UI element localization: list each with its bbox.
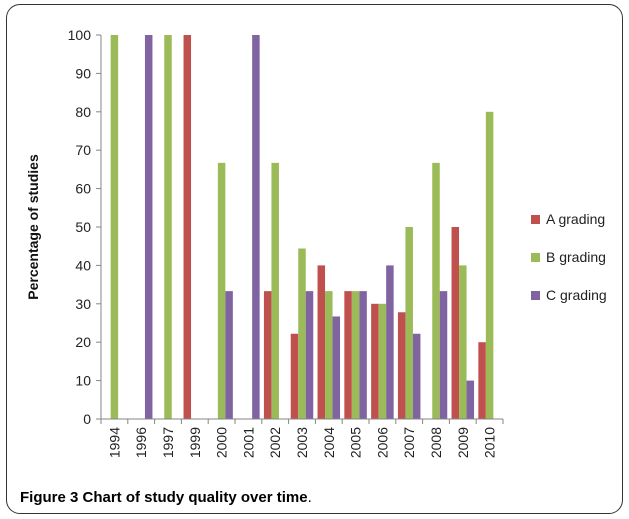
y-tick-label: 20 bbox=[75, 334, 91, 350]
bar-c-grading-2007 bbox=[412, 333, 421, 419]
bar-b-grading-2007 bbox=[405, 227, 413, 419]
legend-item: C grading bbox=[531, 285, 607, 305]
y-tick-label: 80 bbox=[75, 104, 91, 120]
bar-c-grading-2006 bbox=[386, 265, 394, 419]
x-tick-label: 2009 bbox=[455, 427, 471, 458]
bar-b-grading-2003 bbox=[298, 248, 306, 419]
x-tick-label: 1994 bbox=[106, 427, 122, 458]
legend-label: B grading bbox=[546, 249, 606, 265]
y-tick-label: 10 bbox=[75, 373, 91, 389]
legend-swatch bbox=[531, 214, 540, 224]
legend-item: B grading bbox=[531, 247, 607, 267]
bar-c-grading-2003 bbox=[305, 291, 314, 419]
bar-c-grading-2008 bbox=[439, 291, 448, 419]
bar-a-grading-2003 bbox=[290, 333, 299, 419]
bar-a-grading-1999 bbox=[183, 35, 192, 419]
bar-b-grading-2009 bbox=[459, 265, 467, 419]
x-tick-label: 2005 bbox=[348, 427, 364, 458]
caption-suffix: . bbox=[307, 489, 312, 506]
bar-a-grading-2009 bbox=[451, 227, 460, 419]
y-tick-label: 90 bbox=[75, 65, 91, 81]
x-tick-label: 2006 bbox=[374, 427, 390, 458]
y-tick-label: 30 bbox=[75, 296, 91, 312]
x-tick-label: 2002 bbox=[267, 427, 283, 458]
bar-c-grading-1996 bbox=[144, 35, 153, 419]
x-tick-label: 2007 bbox=[401, 427, 417, 458]
y-axis-label: Percentage of studies bbox=[25, 154, 41, 300]
bar-b-grading-1994 bbox=[110, 35, 119, 419]
figure-caption: Figure 3 Chart of study quality over tim… bbox=[20, 489, 312, 506]
y-tick-label: 100 bbox=[68, 27, 92, 43]
x-tick-label: 1999 bbox=[187, 427, 203, 458]
bar-a-grading-2010 bbox=[478, 342, 486, 419]
caption-title: Figure 3 Chart of study quality over tim… bbox=[20, 489, 308, 506]
y-tick-label: 0 bbox=[83, 411, 91, 427]
bar-c-grading-2001 bbox=[252, 35, 260, 419]
legend-swatch bbox=[531, 290, 540, 300]
y-tick-label: 40 bbox=[75, 257, 91, 273]
bar-b-grading-2004 bbox=[325, 291, 333, 419]
legend-label: C grading bbox=[546, 287, 607, 303]
x-tick-label: 2010 bbox=[482, 427, 498, 458]
bar-c-grading-2005 bbox=[359, 291, 367, 419]
figure-frame bbox=[6, 4, 623, 514]
x-tick-label: 1997 bbox=[160, 427, 176, 458]
legend: A grading B grading C grading bbox=[531, 209, 607, 323]
bar-c-grading-2009 bbox=[466, 380, 475, 419]
bar-b-grading-2006 bbox=[378, 303, 387, 419]
y-tick-label: 70 bbox=[75, 142, 91, 158]
y-ticks-group: 0 10 20 30 40 50 60 70 80 90 100 bbox=[68, 27, 101, 427]
x-tick-label: 2004 bbox=[321, 427, 337, 458]
bar-b-grading-2002 bbox=[271, 162, 279, 419]
x-tick-label: 2008 bbox=[428, 427, 444, 458]
bar-c-grading-2000 bbox=[225, 291, 233, 419]
x-ticks-group: 1994 1996 1997 1999 2000 2001 2002 2003 2004 2005… bbox=[100, 419, 504, 458]
bar-a-grading-2002 bbox=[263, 291, 272, 419]
bar-a-grading-2004 bbox=[317, 265, 326, 419]
x-tick-label: 2003 bbox=[294, 427, 310, 458]
bar-b-grading-1997 bbox=[164, 35, 172, 419]
bar-c-grading-2004 bbox=[332, 316, 341, 419]
y-tick-label: 50 bbox=[75, 219, 91, 235]
x-tick-label: 1996 bbox=[133, 427, 149, 458]
bar-a-grading-2007 bbox=[397, 312, 406, 419]
bar-b-grading-2000 bbox=[217, 162, 226, 419]
y-tick-label: 60 bbox=[75, 181, 91, 197]
bar-b-grading-2010 bbox=[485, 111, 494, 420]
bars-group bbox=[110, 35, 494, 420]
legend-item: A grading bbox=[531, 209, 607, 229]
bar-a-grading-2005 bbox=[344, 291, 352, 419]
bar-b-grading-2005 bbox=[351, 291, 360, 419]
bar-b-grading-2008 bbox=[432, 162, 440, 419]
x-tick-label: 2001 bbox=[240, 427, 256, 458]
legend-swatch bbox=[531, 252, 540, 262]
x-tick-label: 2000 bbox=[214, 427, 230, 458]
legend-label: A grading bbox=[546, 211, 606, 227]
bar-a-grading-2006 bbox=[371, 303, 379, 419]
